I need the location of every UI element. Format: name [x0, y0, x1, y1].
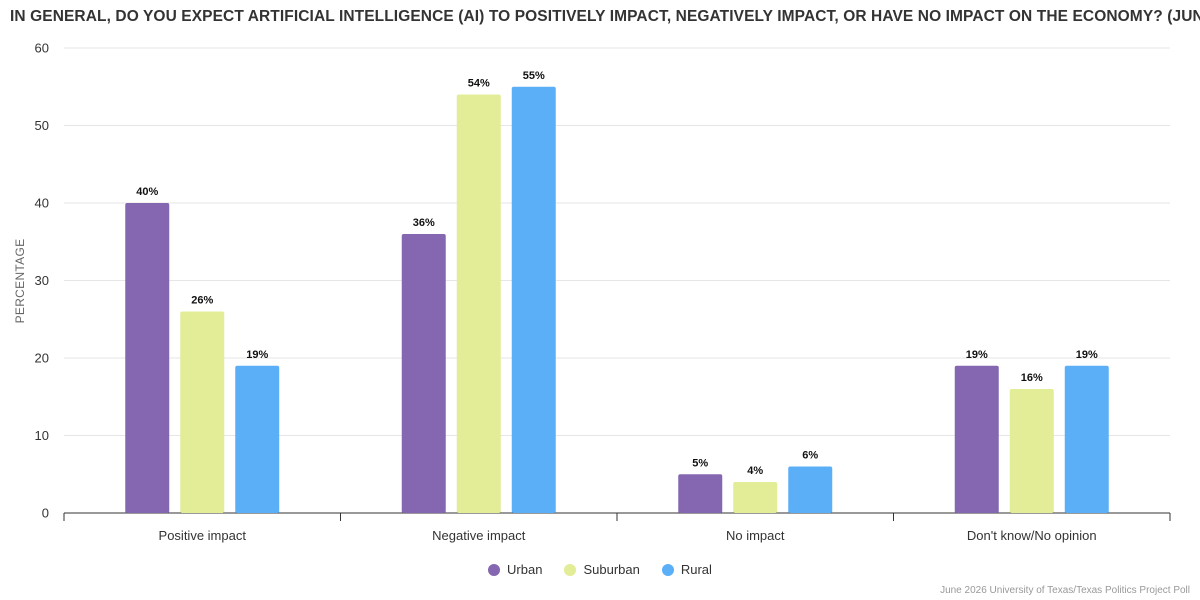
- legend-item[interactable]: Suburban: [564, 562, 640, 577]
- legend-item[interactable]: Urban: [488, 562, 542, 577]
- y-tick-label: 0: [42, 506, 49, 521]
- bar[interactable]: [125, 203, 170, 513]
- data-label: 19%: [966, 349, 988, 361]
- bar[interactable]: [1064, 365, 1109, 513]
- x-axis: [63, 512, 1171, 521]
- data-labels: 40% 26% 19% 36% 54% 55% 5% 4% 6% 19% 16% 19%: [136, 70, 1098, 477]
- data-label: 55%: [523, 70, 545, 82]
- data-label: 16%: [1021, 372, 1043, 384]
- x-category-label: No impact: [726, 528, 785, 543]
- x-category-label: Positive impact: [159, 528, 247, 543]
- legend-label: Urban: [507, 562, 543, 577]
- y-axis-title: PERCENTAGE: [13, 239, 27, 324]
- y-tick-label: 30: [35, 273, 49, 288]
- y-tick-label: 40: [35, 196, 49, 211]
- bar[interactable]: [180, 311, 225, 514]
- bar[interactable]: [401, 234, 446, 513]
- bar[interactable]: [1009, 389, 1054, 513]
- bar[interactable]: [954, 365, 999, 513]
- bar[interactable]: [235, 365, 280, 513]
- data-label: 19%: [1076, 349, 1098, 361]
- bar[interactable]: [511, 86, 556, 513]
- y-tick-label: 60: [35, 41, 49, 56]
- legend-label: Suburban: [583, 562, 640, 577]
- data-label: 4%: [747, 465, 763, 477]
- data-label: 6%: [802, 450, 818, 462]
- data-label: 26%: [191, 295, 213, 307]
- legend: Urban Suburban Rural: [0, 562, 1200, 577]
- y-axis-ticks: 0 10 20 30 40 50 60: [35, 41, 49, 521]
- chart-title: IN GENERAL, DO YOU EXPECT ARTIFICIAL INT…: [10, 8, 1200, 25]
- legend-item[interactable]: Rural: [661, 562, 712, 577]
- x-category-label: Negative impact: [432, 528, 526, 543]
- bar[interactable]: [733, 482, 778, 513]
- data-label: 19%: [246, 349, 268, 361]
- data-label: 40%: [136, 186, 158, 198]
- data-label: 54%: [468, 78, 490, 90]
- data-label: 36%: [413, 217, 435, 229]
- bars: [125, 86, 1109, 514]
- y-tick-label: 20: [35, 351, 49, 366]
- bar[interactable]: [456, 94, 501, 514]
- y-tick-label: 10: [35, 428, 49, 443]
- legend-label: Rural: [680, 562, 712, 577]
- legend-swatch: [564, 563, 577, 576]
- legend-swatch: [661, 563, 674, 576]
- bar[interactable]: [788, 466, 833, 514]
- bar[interactable]: [678, 474, 723, 513]
- data-label: 5%: [692, 457, 708, 469]
- gridlines: [64, 47, 1170, 436]
- legend-swatch: [488, 563, 501, 576]
- y-tick-label: 50: [35, 118, 49, 133]
- source-credit: June 2026 University of Texas/Texas Poli…: [940, 585, 1190, 596]
- x-category-label: Don't know/No opinion: [967, 528, 1097, 543]
- category-labels: Positive impact Negative impact No impact D…: [159, 528, 1097, 543]
